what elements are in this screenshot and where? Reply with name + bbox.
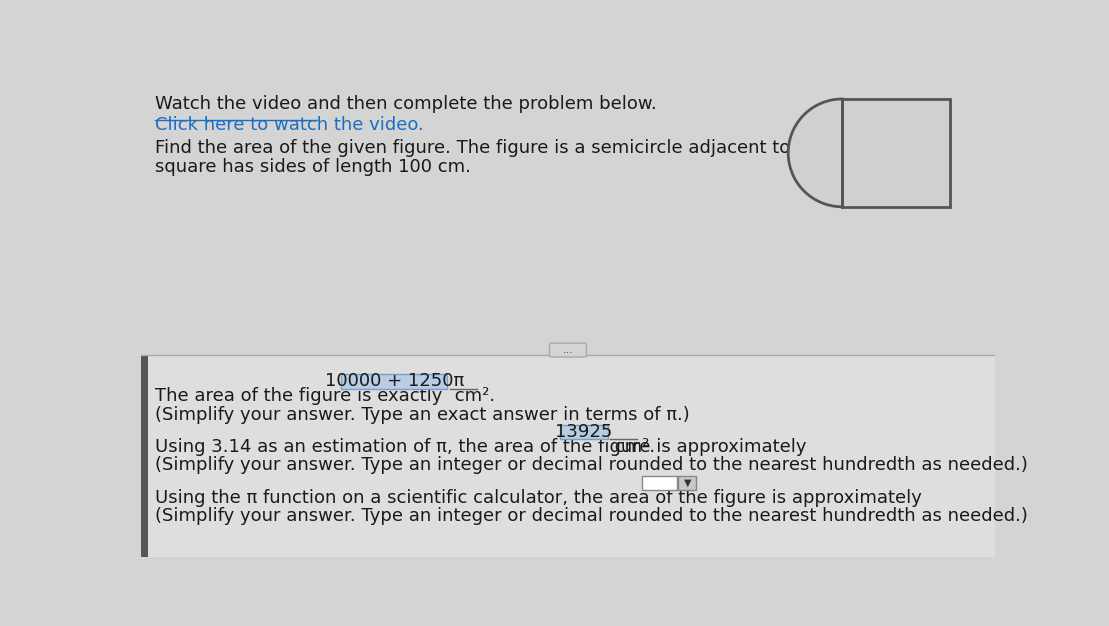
Text: 13925: 13925 [554, 423, 612, 441]
Bar [560, 425, 608, 439]
Text: square has sides of length 100 cm.: square has sides of length 100 cm. [155, 158, 471, 175]
Text: (Simplify your answer. Type an integer or decimal rounded to the nearest hundred: (Simplify your answer. Type an integer o… [155, 507, 1028, 525]
Text: (Simplify your answer. Type an integer or decimal rounded to the nearest hundred: (Simplify your answer. Type an integer o… [155, 456, 1028, 475]
Bar [142, 355, 147, 557]
Text: (Simplify your answer. Type an exact answer in terms of π.): (Simplify your answer. Type an exact ans… [155, 406, 690, 424]
Bar [342, 374, 447, 389]
Bar [678, 476, 696, 490]
Text: ...: ... [562, 345, 573, 355]
Bar [642, 476, 678, 490]
Text: cm².: cm². [449, 387, 495, 405]
Text: Using 3.14 as an estimation of π, the area of the figure is approximately: Using 3.14 as an estimation of π, the ar… [155, 438, 813, 456]
Polygon shape [788, 99, 842, 207]
Text: Click here to watch the video.: Click here to watch the video. [155, 116, 424, 134]
Text: Watch the video and then complete the problem below.: Watch the video and then complete the pr… [155, 95, 657, 113]
Bar [142, 355, 996, 557]
Text: Find the area of the given figure. The figure is a semicircle adjacent to a squa: Find the area of the given figure. The f… [155, 139, 919, 157]
Bar [142, 75, 996, 355]
Text: ▼: ▼ [683, 478, 691, 488]
Text: 10000 + 1250π: 10000 + 1250π [325, 372, 464, 390]
Bar [842, 99, 950, 207]
Text: The area of the figure is exactly: The area of the figure is exactly [155, 387, 448, 405]
Bar [842, 99, 950, 207]
Text: cm².: cm². [609, 438, 655, 456]
FancyBboxPatch shape [549, 343, 587, 357]
Text: Using the π function on a scientific calculator, the area of the figure is appro: Using the π function on a scientific cal… [155, 489, 928, 506]
